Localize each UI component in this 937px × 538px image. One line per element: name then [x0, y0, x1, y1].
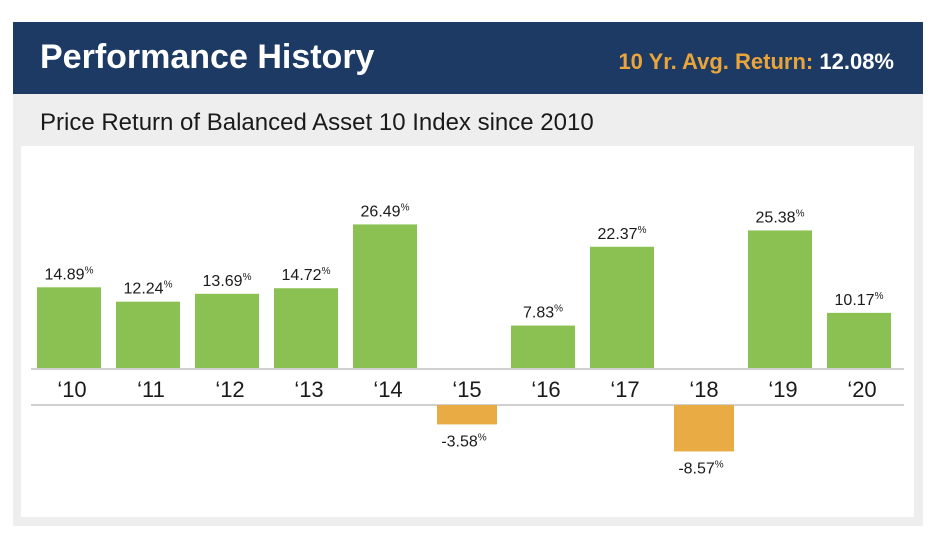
x-tick-label-8: ‘18	[689, 377, 718, 402]
data-label-4: 26.49%	[361, 202, 410, 220]
data-label-8: -8.57%	[678, 459, 723, 477]
performance-card: Performance History 10 Yr. Avg. Return: …	[13, 22, 923, 526]
x-tick-label-7: ‘17	[610, 377, 639, 402]
bar-10	[827, 312, 891, 368]
page-title: Performance History	[40, 38, 375, 76]
x-tick-label-1: ‘11	[137, 377, 165, 402]
data-label-9: 25.38%	[756, 208, 805, 226]
bar-9	[748, 230, 812, 368]
data-label-5: -3.58%	[441, 432, 486, 450]
data-label-6: 7.83%	[523, 304, 563, 322]
x-tick-label-0: ‘10	[57, 377, 86, 402]
bar-8	[674, 405, 734, 452]
avg-return-label: 10 Yr. Avg. Return:	[618, 49, 814, 74]
avg-return: 10 Yr. Avg. Return: 12.08%	[618, 49, 894, 75]
data-label-2: 13.69%	[203, 272, 252, 290]
header-bar: Performance History 10 Yr. Avg. Return: …	[13, 22, 923, 94]
x-tick-label-5: ‘15	[452, 377, 481, 402]
bar-1	[116, 301, 180, 368]
bar-7	[590, 246, 654, 368]
x-tick-label-2: ‘12	[215, 377, 244, 402]
data-label-3: 14.72%	[282, 266, 331, 284]
x-tick-label-4: ‘14	[373, 377, 402, 402]
bar-6	[511, 325, 575, 368]
chart-title: Price Return of Balanced Asset 10 Index …	[40, 109, 594, 136]
bar-3	[274, 288, 338, 368]
data-label-10: 10.17%	[835, 291, 884, 309]
chart-plot-area: 14.89% ‘10 12.24% ‘11 13.69% ‘12 14.72% ‘13 26.4…	[21, 146, 914, 517]
x-tick-label-9: ‘19	[768, 377, 797, 402]
x-tick-label-6: ‘16	[531, 377, 560, 402]
bar-4	[353, 224, 417, 368]
data-label-7: 22.37%	[598, 225, 647, 243]
avg-return-value: 12.08%	[819, 49, 894, 74]
x-tick-label-10: ‘20	[847, 377, 876, 402]
data-label-1: 12.24%	[124, 280, 173, 298]
x-tick-label-3: ‘13	[294, 377, 323, 402]
bar-2	[195, 293, 259, 368]
bar-5	[437, 405, 497, 425]
data-label-0: 14.89%	[45, 265, 94, 283]
bar-chart: 14.89% ‘10 12.24% ‘11 13.69% ‘12 14.72% ‘13 26.4…	[31, 202, 904, 477]
bar-0	[37, 287, 101, 368]
